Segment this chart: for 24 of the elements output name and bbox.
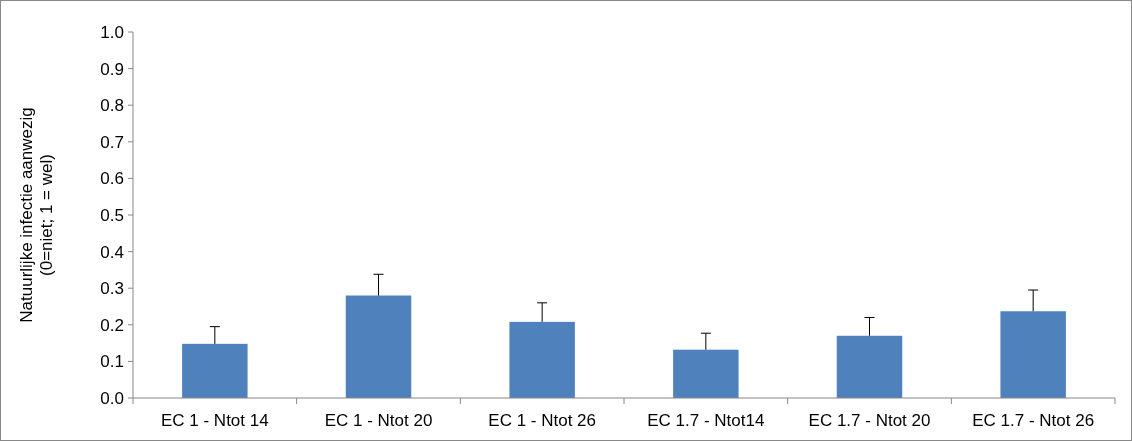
bar (673, 349, 739, 398)
bar (182, 343, 248, 398)
x-tick-label: EC 1.7 - Ntot 26 (972, 411, 1095, 430)
y-tick-label: 0.5 (100, 205, 124, 225)
y-tick-label: 1.0 (100, 22, 124, 42)
bar (509, 321, 575, 398)
bar (345, 295, 412, 398)
bar (1000, 311, 1066, 398)
y-tick-label: 0.3 (100, 279, 124, 299)
y-tick-label: 0.9 (100, 59, 124, 79)
x-tick-label: EC 1.7 - Ntot14 (647, 411, 765, 430)
y-tick-label: 0.2 (100, 315, 124, 335)
y-tick-label: 0.7 (100, 132, 124, 152)
y-tick-label: 0.8 (100, 96, 124, 116)
x-tick-label: EC 1 - Ntot 14 (160, 411, 269, 430)
x-tick-label: EC 1 - Ntot 20 (324, 411, 433, 430)
y-tick-label: 0.4 (100, 242, 124, 262)
x-tick-label: EC 1 - Ntot 26 (488, 411, 597, 430)
y-axis-title: Natuurlijke infectie aanwezig (0=niet; 1 = wel) (16, 107, 57, 323)
y-tick-label: 0.1 (100, 352, 124, 372)
x-tick-label: EC 1.7 - Ntot 20 (808, 411, 931, 430)
bar (836, 335, 903, 398)
y-tick-label: 0.6 (100, 169, 124, 189)
y-tick-label: 0.0 (100, 388, 124, 408)
